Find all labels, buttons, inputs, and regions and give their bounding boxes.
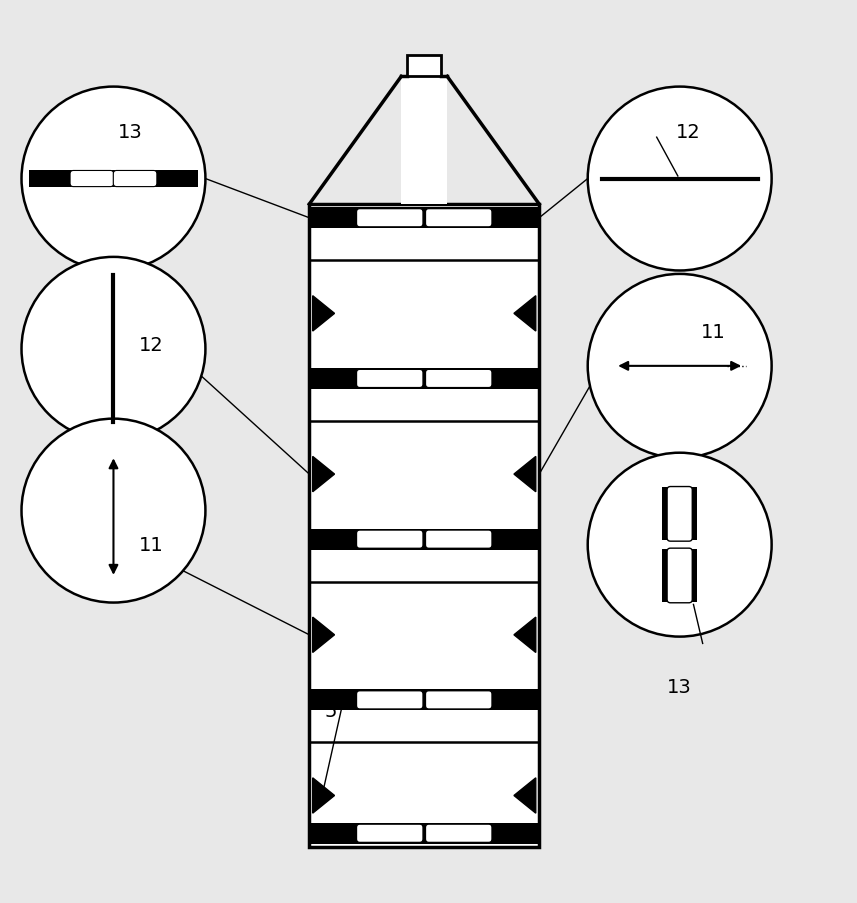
FancyBboxPatch shape bbox=[425, 209, 492, 228]
Bar bbox=[401, 78, 447, 205]
Bar bbox=[309, 205, 539, 847]
Circle shape bbox=[21, 257, 206, 442]
Circle shape bbox=[588, 453, 771, 637]
Bar bbox=[689, 488, 698, 541]
Circle shape bbox=[21, 419, 206, 603]
Bar bbox=[309, 529, 539, 550]
Polygon shape bbox=[313, 296, 334, 331]
Bar bbox=[309, 208, 539, 229]
Circle shape bbox=[588, 275, 771, 459]
FancyBboxPatch shape bbox=[357, 530, 423, 549]
Text: 11: 11 bbox=[701, 323, 726, 342]
Bar bbox=[309, 823, 539, 843]
Bar bbox=[407, 56, 441, 78]
FancyBboxPatch shape bbox=[357, 209, 423, 228]
Polygon shape bbox=[313, 618, 334, 653]
Circle shape bbox=[21, 88, 206, 271]
Bar bbox=[662, 488, 670, 541]
Circle shape bbox=[588, 88, 771, 271]
FancyBboxPatch shape bbox=[113, 172, 157, 188]
FancyBboxPatch shape bbox=[425, 530, 492, 549]
Polygon shape bbox=[313, 778, 334, 814]
Bar bbox=[309, 368, 539, 389]
Polygon shape bbox=[313, 457, 334, 492]
Polygon shape bbox=[514, 778, 536, 814]
FancyBboxPatch shape bbox=[425, 691, 492, 709]
Text: 11: 11 bbox=[139, 535, 164, 554]
FancyBboxPatch shape bbox=[357, 370, 423, 388]
Bar bbox=[309, 690, 539, 711]
Bar bbox=[662, 549, 670, 602]
FancyBboxPatch shape bbox=[425, 370, 492, 388]
Text: 5: 5 bbox=[324, 702, 337, 721]
FancyBboxPatch shape bbox=[357, 691, 423, 709]
FancyBboxPatch shape bbox=[70, 172, 114, 188]
Bar bbox=[689, 549, 698, 602]
Text: 12: 12 bbox=[139, 336, 164, 355]
FancyBboxPatch shape bbox=[357, 824, 423, 842]
Text: 13: 13 bbox=[118, 123, 143, 142]
Polygon shape bbox=[514, 296, 536, 331]
Bar bbox=[29, 172, 198, 188]
Polygon shape bbox=[514, 457, 536, 492]
Text: 12: 12 bbox=[676, 123, 700, 142]
Text: 13: 13 bbox=[668, 677, 692, 696]
Polygon shape bbox=[514, 618, 536, 653]
FancyBboxPatch shape bbox=[425, 824, 492, 842]
FancyBboxPatch shape bbox=[667, 487, 692, 542]
FancyBboxPatch shape bbox=[667, 548, 692, 603]
